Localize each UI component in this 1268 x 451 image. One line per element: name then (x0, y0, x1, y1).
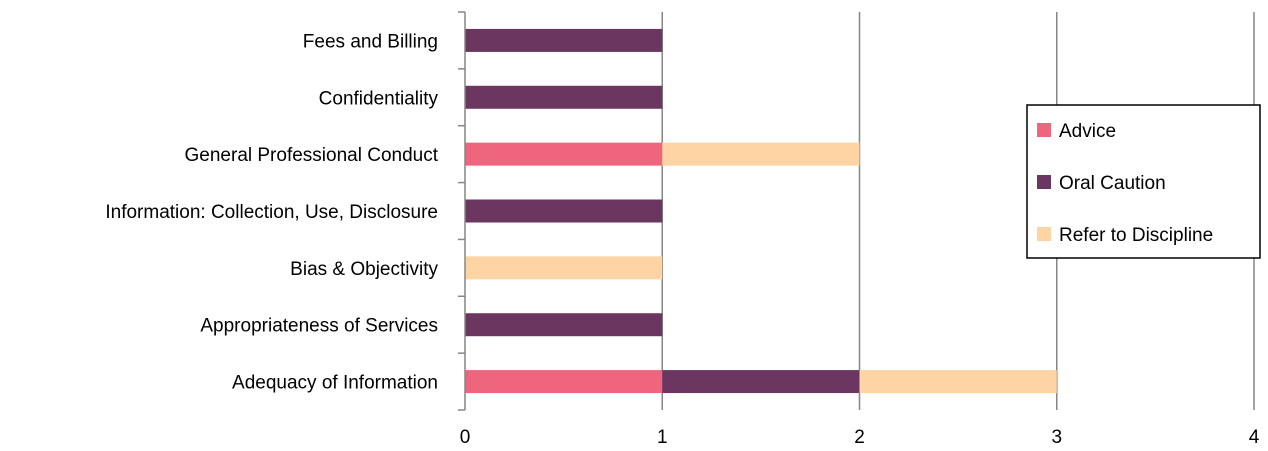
bar-segment (465, 28, 663, 52)
bar-segment (662, 370, 860, 394)
bar-segment (465, 199, 663, 223)
bar-segment (465, 142, 663, 166)
bar-segment (662, 142, 860, 166)
bar-segment (465, 85, 663, 109)
legend-swatch (1037, 123, 1051, 137)
x-tick-label: 2 (854, 427, 865, 448)
x-tick-label: 1 (657, 427, 668, 448)
category-label: Bias & Objectivity (290, 259, 438, 280)
legend: Advice Oral Caution Refer to Discipline (1026, 104, 1261, 259)
legend-box (1026, 104, 1261, 259)
x-tick-label: 0 (460, 427, 471, 448)
category-label: Appropriateness of Services (200, 316, 438, 337)
bar-segment (859, 370, 1057, 394)
bar-segment (465, 256, 663, 280)
legend-label: Oral Caution (1059, 173, 1166, 194)
legend-label: Refer to Discipline (1059, 225, 1213, 246)
category-label: Fees and Billing (303, 31, 438, 52)
x-tick-labels: 0 1 2 3 4 (460, 427, 1260, 448)
category-label: Adequacy of Information (232, 373, 438, 394)
legend-swatch (1037, 175, 1051, 189)
category-labels: Adequacy of Information Appropriateness o… (105, 31, 438, 393)
axes (458, 11, 466, 411)
x-tick-label: 3 (1051, 427, 1062, 448)
bar-segments (465, 28, 1057, 394)
category-label: Confidentiality (319, 88, 439, 109)
legend-swatch (1037, 227, 1051, 241)
bar-segment (465, 370, 663, 394)
legend-label: Advice (1059, 121, 1116, 142)
x-tick-label: 4 (1249, 427, 1260, 448)
category-label: Information: Collection, Use, Disclosure (105, 202, 438, 223)
bar-segment (465, 313, 663, 337)
category-label: General Professional Conduct (185, 145, 439, 166)
